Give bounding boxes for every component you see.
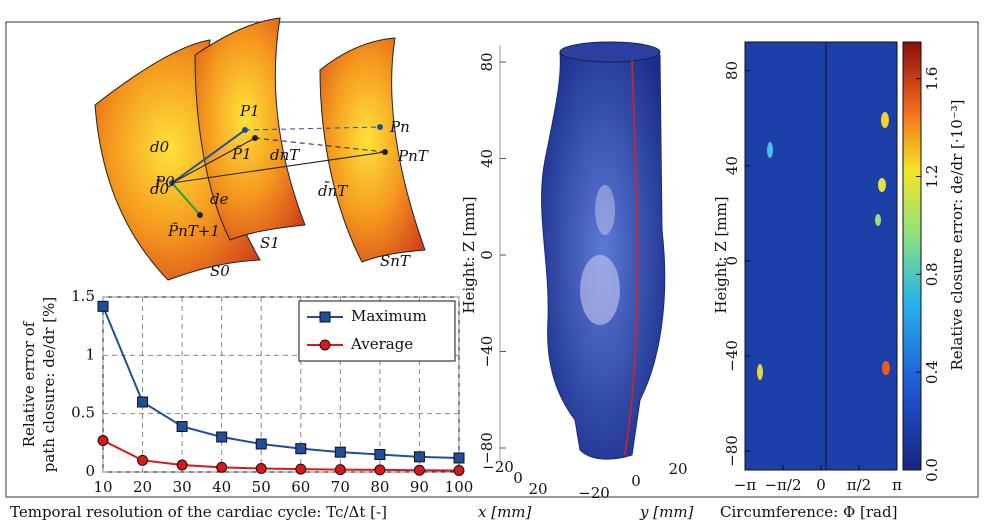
colorbar-tick-label: 0.4 [923, 360, 941, 384]
diagram-label: d̃nT [318, 181, 348, 200]
x-tick-label: 20 [133, 478, 152, 496]
marker [453, 452, 465, 464]
diagram-label: de [210, 190, 229, 208]
marker [334, 464, 346, 476]
x-tick-label: −π [734, 476, 757, 494]
y-tick-label: 0 [723, 256, 741, 266]
diagram-label: d̃0 [150, 179, 170, 198]
marker [97, 435, 109, 446]
diagram [94, 17, 426, 281]
legend-label: Average [350, 335, 413, 353]
marker [413, 464, 425, 476]
legend-marker [319, 339, 331, 351]
frame [5, 21, 979, 498]
y-axis-label: path closure: de/dr [%] [40, 297, 58, 473]
diagram-label: S1 [260, 234, 280, 252]
heatmap-field [745, 42, 897, 470]
z-tick-label: −40 [478, 336, 496, 368]
z-tick-label: 40 [478, 149, 496, 168]
marker [216, 431, 228, 443]
marker [255, 438, 267, 450]
colorbar-label: Relative closure error: de/dr [·10⁻³] [948, 99, 966, 370]
x-tick-label: 20 [528, 480, 547, 498]
z-tick-label: 0 [478, 250, 496, 260]
x-axis-label: Circumference: Φ [rad] [720, 503, 897, 521]
x-axis-label: x [mm] [478, 503, 532, 521]
y-tick-label: 20 [668, 460, 687, 478]
y-axis-label: Height: Z [mm] [712, 196, 730, 313]
diagram-label: P1 [239, 102, 260, 120]
diagram-label: P̃1 [231, 145, 252, 163]
x-tick-label: 0 [513, 469, 523, 487]
diagram-label: SnT [380, 252, 411, 270]
marker [216, 461, 228, 473]
marker [374, 464, 386, 476]
y-tick-label: 0.5 [71, 404, 95, 422]
y-tick-label: 0 [85, 462, 95, 480]
legend-box [298, 300, 456, 362]
x-tick-label: π [892, 476, 902, 494]
y-tick-label: 1 [85, 345, 95, 363]
z-tick-label: −80 [478, 432, 496, 464]
marker [413, 451, 425, 463]
series-line [102, 305, 460, 459]
y-axis-label: y [mm] [639, 503, 694, 521]
marker [176, 459, 188, 471]
y-tick-label: −40 [723, 340, 741, 372]
x-axis-label: Temporal resolution of the cardiac cycle… [10, 503, 387, 521]
y-axis-label: Relative error of [20, 320, 38, 447]
colorbar [902, 41, 922, 471]
marker [334, 446, 346, 458]
diagram-label: P̃nT+1 [167, 222, 220, 240]
vessel-render [541, 41, 666, 460]
marker [295, 443, 307, 455]
diagram-label: dnT [270, 146, 300, 164]
marker [97, 300, 109, 312]
y-tick-label: 40 [723, 156, 741, 175]
marker [137, 396, 149, 408]
x-tick-label: 90 [410, 478, 429, 496]
y-tick-label: 1.5 [71, 287, 95, 305]
x-tick-label: −20 [482, 458, 514, 476]
marker [295, 463, 307, 475]
x-tick-label: 70 [331, 478, 350, 496]
legend-marker [319, 311, 331, 323]
x-tick-label: −π/2 [764, 476, 801, 494]
diagram-label: S0 [210, 262, 230, 280]
diagram-label: PnT [397, 147, 429, 165]
colorbar-tick-label: 1.6 [923, 67, 941, 91]
x-tick-label: 0 [816, 476, 826, 494]
y-tick-label: −20 [578, 484, 610, 502]
diagram-label: d0 [150, 138, 170, 156]
y-tick-label: 80 [723, 61, 741, 80]
y-tick-label: 0 [631, 472, 641, 490]
x-tick-label: 10 [93, 478, 112, 496]
x-tick-label: 80 [370, 478, 389, 496]
y-tick-label: −80 [723, 435, 741, 467]
marker [374, 449, 386, 460]
x-tick-label: π/2 [847, 476, 871, 494]
marker [255, 463, 267, 474]
z-tick-label: 80 [478, 52, 496, 71]
colorbar-tick-label: 1.2 [923, 165, 941, 189]
marker [137, 454, 149, 466]
x-tick-label: 100 [445, 478, 474, 496]
marker [453, 464, 465, 476]
x-tick-label: 30 [173, 478, 192, 496]
legend-label: Maximum [351, 307, 427, 325]
diagram-label: Pn [389, 118, 410, 136]
x-tick-label: 60 [291, 478, 310, 496]
colorbar-tick-label: 0.0 [923, 458, 941, 482]
series-line [102, 439, 460, 472]
colorbar-tick-label: 0.8 [923, 262, 941, 286]
marker [176, 421, 188, 432]
x-tick-label: 40 [212, 478, 231, 496]
diagram-label: P0 [154, 173, 175, 191]
x-tick-label: 50 [252, 478, 271, 496]
z-axis-label: Height: Z [mm] [460, 196, 478, 313]
